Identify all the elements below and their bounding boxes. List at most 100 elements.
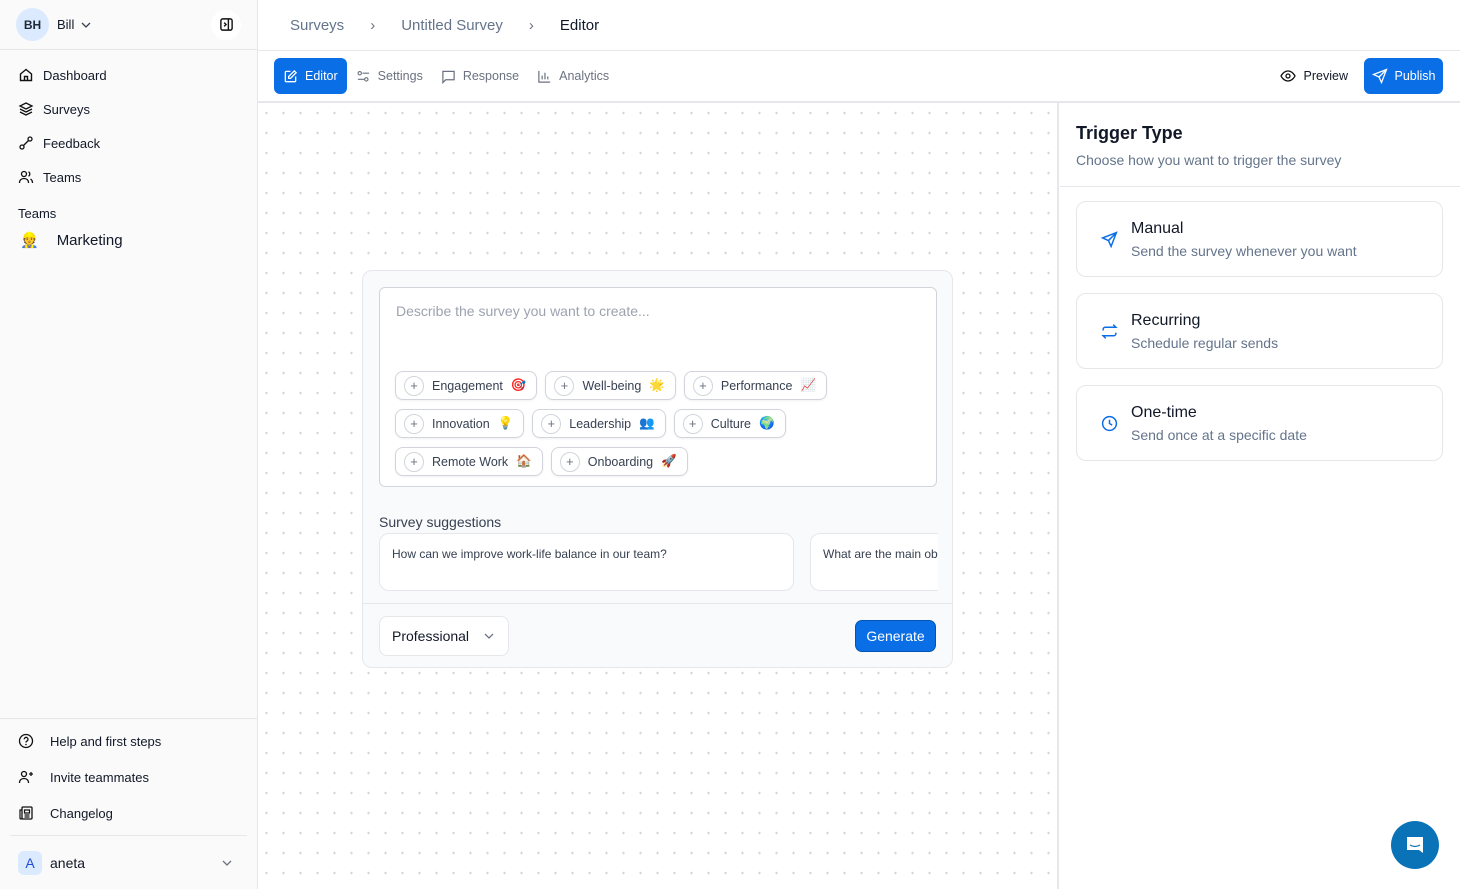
tab-settings[interactable]: Settings	[347, 58, 432, 94]
plus-icon: +	[682, 413, 703, 434]
teams-heading: Teams	[18, 206, 57, 221]
tone-value: Professional	[392, 628, 470, 644]
invite-label: Invite teammates	[50, 769, 149, 785]
collapse-sidebar-button[interactable]	[211, 9, 241, 40]
help-circle-icon	[18, 733, 34, 749]
chip-label: Culture	[710, 416, 751, 431]
help-link[interactable]: Help and first steps	[0, 723, 257, 759]
changelog-link[interactable]: Changelog	[0, 795, 257, 831]
topic-chip[interactable]: + Well-being 🌟	[545, 371, 676, 400]
topic-chip[interactable]: + Engagement 🎯	[395, 371, 538, 400]
send-icon	[1371, 68, 1388, 84]
sidebar-toggle-icon	[219, 18, 233, 31]
chip-emoji: 🏠	[516, 454, 532, 468]
toolbar: Editor Settings Response Analytics Previ…	[258, 51, 1460, 103]
home-icon	[19, 68, 33, 82]
publish-button[interactable]: Publish	[1364, 58, 1443, 94]
sidebar-item-label: Feedback	[43, 135, 101, 151]
sidebar-item-surveys[interactable]: Surveys	[0, 92, 257, 126]
suggestion-card[interactable]: How can we improve work-life balance in …	[379, 533, 794, 591]
breadcrumb: Surveys › Untitled Survey › Editor	[258, 0, 1460, 51]
topic-chip[interactable]: + Leadership 👥	[532, 409, 666, 438]
team-emoji: 👷	[20, 232, 39, 249]
chip-label: Remote Work	[432, 454, 509, 469]
option-desc: Send the survey whenever you want	[1131, 242, 1357, 259]
user-plus-icon	[18, 770, 33, 784]
eye-icon	[1279, 70, 1296, 82]
topic-chip[interactable]: + Innovation 💡	[395, 409, 525, 438]
chevron-down-icon	[222, 860, 232, 866]
sidebar-item-dashboard[interactable]: Dashboard	[0, 58, 257, 92]
bar-chart-icon	[538, 70, 551, 83]
tab-editor[interactable]: Editor	[274, 58, 347, 94]
plus-icon: +	[404, 451, 424, 472]
breadcrumb-editor: Editor	[559, 16, 600, 34]
chip-label: Performance	[720, 378, 793, 393]
chevron-down-icon[interactable]	[80, 19, 92, 31]
trigger-option-recurring[interactable]: Recurring Schedule regular sends	[1076, 293, 1443, 369]
plus-icon: +	[554, 375, 575, 396]
chevron-right-icon: ›	[528, 16, 534, 34]
user-avatar[interactable]: BH	[16, 8, 49, 41]
feedback-icon	[19, 136, 33, 150]
tone-select[interactable]: Professional	[379, 616, 509, 656]
chat-icon	[1407, 837, 1423, 853]
plus-icon: +	[404, 375, 424, 396]
help-label: Help and first steps	[50, 733, 162, 749]
tab-label: Response	[462, 69, 520, 83]
users-icon	[18, 170, 34, 184]
suggestions-title: Survey suggestions	[379, 514, 502, 530]
edit-icon	[284, 69, 298, 82]
chip-label: Engagement	[432, 378, 503, 393]
input-placeholder: Describe the survey you want to create..…	[396, 303, 650, 319]
tab-response[interactable]: Response	[432, 58, 528, 94]
trigger-option-manual[interactable]: Manual Send the survey whenever you want	[1076, 201, 1443, 277]
option-title: Recurring	[1131, 311, 1201, 329]
account-avatar: A	[18, 850, 42, 875]
chip-emoji: 👥	[639, 416, 655, 430]
sidebar-item-label: Dashboard	[43, 67, 107, 83]
tab-label: Editor	[305, 69, 338, 83]
sidebar-item-label: Surveys	[43, 101, 90, 117]
trigger-title: Trigger Type	[1076, 123, 1183, 143]
newspaper-icon	[19, 806, 33, 820]
chip-label: Well-being	[582, 378, 642, 393]
topic-chip[interactable]: + Onboarding 🚀	[550, 447, 688, 476]
layers-icon	[18, 102, 34, 116]
generate-button[interactable]: Generate	[855, 620, 936, 652]
team-marketing[interactable]: 👷 Marketing	[0, 227, 257, 253]
chip-label: Leadership	[569, 416, 632, 431]
account-switcher[interactable]: A aneta	[10, 835, 247, 889]
tab-analytics[interactable]: Analytics	[528, 58, 618, 94]
trigger-panel: Trigger Type Choose how you want to trig…	[1060, 103, 1460, 889]
topic-chip[interactable]: + Remote Work 🏠	[395, 447, 543, 476]
send-icon	[1101, 230, 1118, 248]
user-header: BH Bill	[0, 0, 257, 50]
invite-link[interactable]: Invite teammates	[0, 759, 257, 795]
sliders-icon	[357, 70, 369, 82]
chip-emoji: 🎯	[510, 378, 527, 392]
suggestion-card[interactable]: What are the main ob	[810, 533, 938, 591]
sidebar: BH Bill Dashboard Surveys Feedback Teams…	[0, 0, 258, 889]
topic-chip[interactable]: + Performance 📈	[683, 371, 828, 400]
plus-icon: +	[692, 375, 713, 396]
sidebar-item-teams[interactable]: Teams	[0, 160, 257, 194]
chevron-down-icon	[484, 633, 494, 639]
chat-launcher-button[interactable]	[1391, 821, 1439, 869]
topic-chips: + Engagement 🎯 + Well-being 🌟 + Performance 📈 + In…	[395, 371, 935, 476]
option-title: One-time	[1131, 403, 1197, 421]
user-name[interactable]: Bill	[57, 17, 75, 32]
trigger-option-one-time[interactable]: One-time Send once at a specific date	[1076, 385, 1443, 461]
topic-chip[interactable]: + Culture 🌍	[673, 409, 786, 438]
breadcrumb-untitled-survey[interactable]: Untitled Survey	[401, 16, 503, 34]
team-label: Marketing	[56, 231, 123, 249]
account-name: aneta	[50, 854, 86, 871]
preview-button[interactable]: Preview	[1279, 68, 1348, 84]
sidebar-item-feedback[interactable]: Feedback	[0, 126, 257, 160]
option-title: Manual	[1131, 219, 1184, 237]
survey-generator-card: Describe the survey you want to create..…	[362, 270, 953, 668]
survey-description-input[interactable]: Describe the survey you want to create..…	[379, 287, 937, 487]
trigger-subtitle: Choose how you want to trigger the surve…	[1076, 152, 1342, 168]
editor-canvas: Describe the survey you want to create..…	[258, 103, 1059, 889]
breadcrumb-surveys[interactable]: Surveys	[290, 16, 345, 34]
